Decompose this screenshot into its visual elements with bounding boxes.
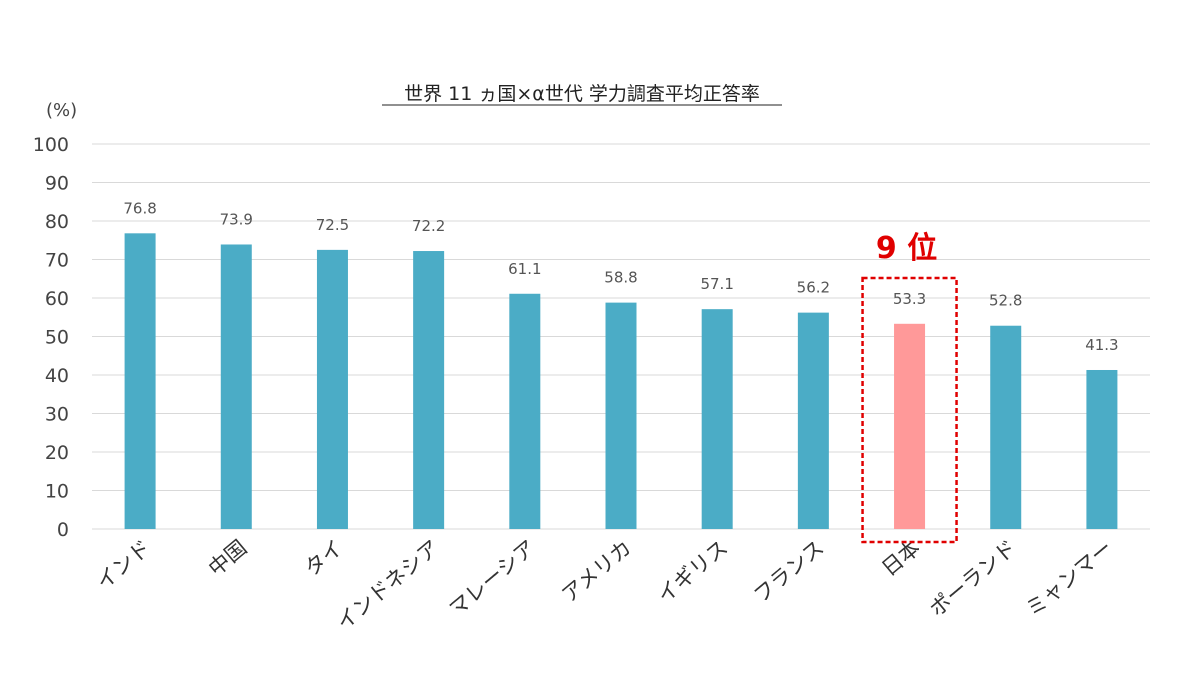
- data-label-8: 53.3: [893, 290, 926, 308]
- bar-2: [316, 249, 348, 529]
- bar-7: [797, 312, 829, 529]
- chart-title: 世界 11 ヵ国×α世代 学力調査平均正答率: [404, 83, 760, 105]
- y-tick-label: 70: [45, 250, 69, 272]
- y-tick-label: 10: [45, 481, 69, 503]
- data-label-4: 61.1: [508, 260, 541, 278]
- bar-6: [701, 309, 733, 529]
- x-tick-label-9: ポーランド: [925, 535, 1021, 621]
- x-tick-label-5: アメリカ: [557, 535, 636, 607]
- data-label-5: 58.8: [604, 269, 637, 287]
- y-axis-label: (%): [46, 100, 77, 121]
- bar-5: [605, 302, 637, 529]
- data-label-3: 72.2: [412, 217, 445, 235]
- x-tick-label-4: マレーシア: [444, 535, 540, 621]
- x-tick-label-1: 中国: [204, 535, 252, 580]
- y-tick-label: 20: [45, 442, 69, 464]
- data-label-10: 41.3: [1085, 336, 1118, 354]
- bar-1: [220, 244, 252, 530]
- x-tick-label-7: フランス: [749, 535, 828, 607]
- data-label-9: 52.8: [989, 292, 1022, 310]
- y-tick-label: 30: [45, 404, 69, 426]
- y-tick-label: 100: [33, 134, 69, 156]
- rank-callout: 9 位: [861, 231, 958, 544]
- data-labels: 76.8 73.9 72.5 72.2 61.1 58.8 57.1 56.2 53.3 52.8…: [123, 199, 1118, 354]
- data-label-1: 73.9: [220, 210, 253, 228]
- bar-10: [1086, 369, 1118, 529]
- bars: [124, 233, 1118, 530]
- y-axis-ticks: 0 10 20 30 40 50 60 70 80 90 100: [33, 134, 69, 541]
- data-label-6: 57.1: [700, 275, 733, 293]
- x-tick-label-0: インド: [92, 535, 156, 594]
- rank-label: 9 位: [876, 231, 937, 266]
- data-label-7: 56.2: [797, 279, 830, 297]
- y-tick-label: 60: [45, 288, 69, 310]
- bar-0: [124, 233, 156, 529]
- y-tick-label: 50: [45, 327, 69, 349]
- x-tick-label-2: タイ: [300, 535, 348, 580]
- data-label-0: 76.8: [123, 199, 156, 217]
- y-tick-label: 0: [57, 519, 69, 541]
- bar-4: [509, 293, 541, 529]
- x-tick-label-10: ミャンマー: [1021, 535, 1117, 621]
- highlight-box: [861, 276, 958, 544]
- bar-8: [894, 323, 926, 529]
- y-tick-label: 40: [45, 365, 69, 387]
- data-label-2: 72.5: [316, 216, 349, 234]
- y-tick-label: 80: [45, 211, 69, 233]
- x-tick-label-6: イギリス: [653, 535, 733, 607]
- bar-9: [990, 325, 1022, 529]
- y-tick-label: 90: [45, 173, 69, 195]
- x-tick-label-3: インドネシア: [332, 535, 444, 634]
- bar-3: [413, 251, 445, 529]
